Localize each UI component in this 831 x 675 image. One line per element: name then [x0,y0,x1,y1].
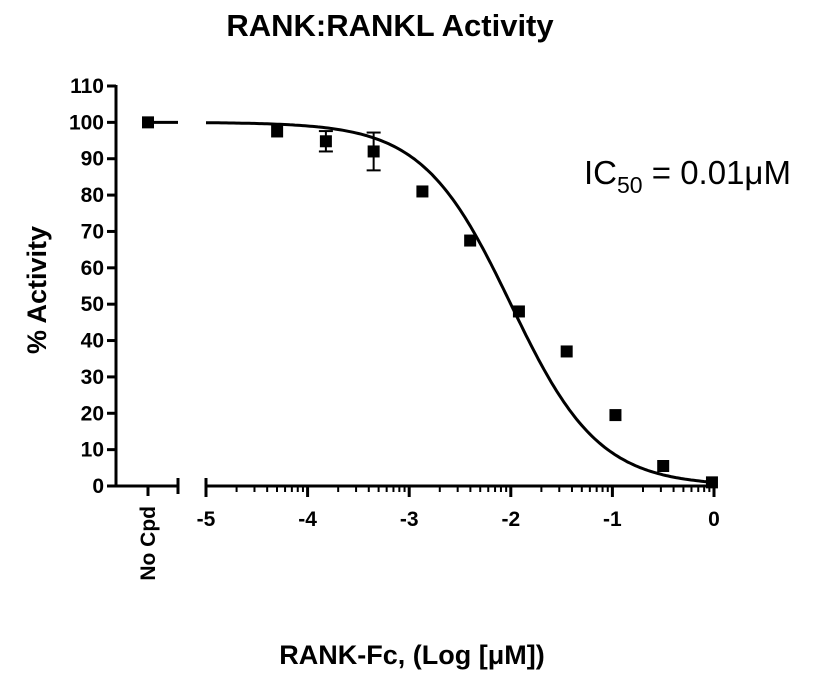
ic50-prefix: IC [584,154,617,191]
data-point [657,460,670,472]
y-axis-label: % Activity [22,226,52,354]
y-tick-label: 70 [81,220,104,243]
y-tick-label: 100 [69,111,104,134]
x-tick-label: -3 [400,508,419,531]
data-point [464,234,477,247]
ic50-subscript: 50 [617,172,643,198]
y-tick-label: 90 [81,148,104,171]
x-tick-label: -2 [501,508,520,531]
data-point-control [142,116,154,129]
data-point [416,185,429,198]
chart-title: RANK:RANKL Activity [226,8,554,43]
ic50-suffix: = 0.01μM [643,154,791,191]
y-tick-label: 80 [81,184,104,207]
data-point [319,135,332,148]
data-point [705,476,718,489]
y-tick-label: 30 [81,366,104,389]
data-point [367,145,380,158]
y-tick-label: 20 [81,402,104,425]
x-tick-label: 0 [708,508,720,531]
y-tick-label: 60 [81,257,104,280]
x-tick-label: -1 [603,508,622,531]
y-tick-label: 10 [81,439,104,462]
fit-curve [206,121,715,484]
data-point [560,345,573,358]
y-tick-label: 110 [70,75,104,98]
data-point [609,409,622,422]
y-tick-label: 0 [92,475,104,498]
x-tick-label: -5 [197,508,216,531]
y-tick-label: 50 [81,293,104,316]
plot-area: 0 10 20 30 40 50 60 70 80 90 100 110 No Cpd -5 -4 -3 -2 -… [69,75,720,581]
data-point [512,305,525,318]
x-tick-label: -4 [298,508,317,531]
data-point [271,125,284,138]
y-tick-label: 40 [81,330,104,353]
x-tick-label-control: No Cpd [137,506,160,581]
x-axis-label: RANK-Fc, (Log [μM]) [279,640,544,670]
ic50-annotation: IC50 = 0.01μM [584,154,791,198]
